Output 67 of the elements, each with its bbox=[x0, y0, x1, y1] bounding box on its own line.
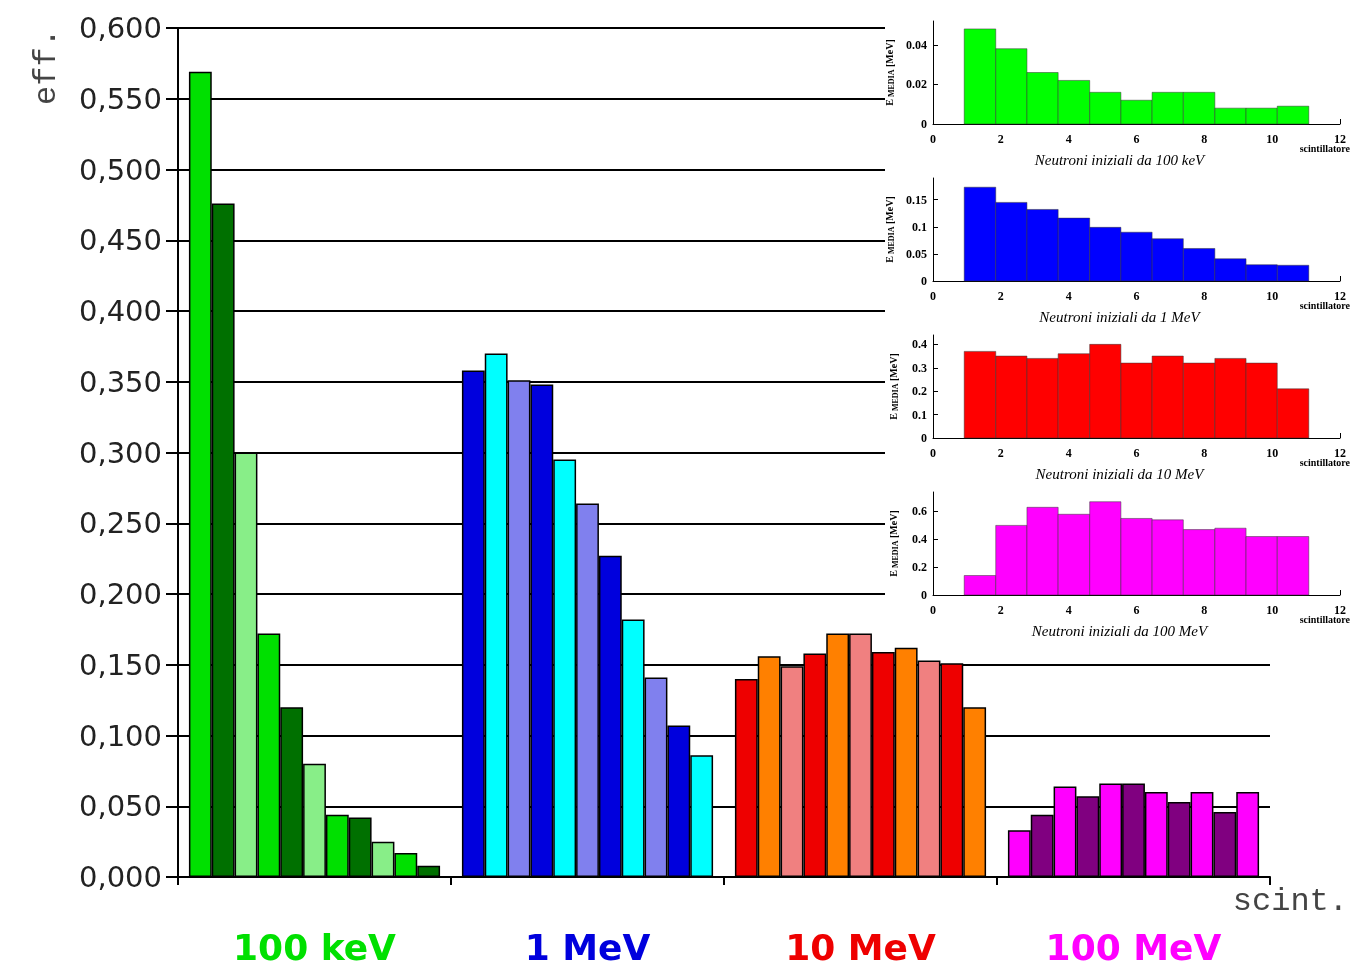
y-tick-label: 0 bbox=[921, 274, 927, 288]
x-tick-label: 4 bbox=[1065, 289, 1072, 303]
x-tick-label: 2 bbox=[997, 132, 1004, 146]
text: Neutroni iniziali da 1 MeV bbox=[1038, 308, 1202, 325]
y-tick-label: 0,500 bbox=[78, 152, 162, 187]
y-tick-label: 0,100 bbox=[78, 718, 162, 753]
x-tick-label: 2 bbox=[997, 446, 1004, 460]
x-tick-label: 10 bbox=[1266, 289, 1279, 303]
y-tick-label: 0,250 bbox=[78, 506, 162, 541]
y-tick-label: 0.4 bbox=[912, 532, 927, 547]
x-axis-title: scint. bbox=[1232, 882, 1348, 920]
y-tick-label: 0.2 bbox=[912, 560, 927, 575]
y-tick-label: 0,550 bbox=[78, 81, 162, 116]
y-tick-label: 0,200 bbox=[78, 577, 162, 611]
y-tick-label: 0.05 bbox=[906, 246, 927, 261]
x-tick-label: 100 MeV bbox=[1045, 926, 1222, 968]
x-tick-label: 6 bbox=[1133, 289, 1140, 303]
y-tick-label: 0,000 bbox=[78, 860, 162, 894]
x-tick-label: 0 bbox=[930, 132, 936, 146]
y-tick-label: 0,350 bbox=[78, 364, 162, 399]
y-tick-label: 0,400 bbox=[78, 294, 162, 328]
y-tick-label: 0,450 bbox=[78, 223, 162, 258]
x-tick-label: 10 bbox=[1266, 446, 1279, 460]
x-tick-label: 8 bbox=[1201, 132, 1208, 146]
y-axis-title: eff. bbox=[27, 28, 65, 105]
y-tick-label: 0.1 bbox=[912, 219, 927, 234]
x-tick-label: 8 bbox=[1201, 446, 1208, 460]
x-tick-label: 0 bbox=[930, 603, 936, 617]
text: Neutroni iniziali da 100 keV bbox=[1033, 151, 1207, 168]
y-tick-label: 0.2 bbox=[912, 384, 927, 399]
y-axis-title: EMEDIA [MeV] bbox=[888, 510, 900, 577]
x-tick-label: 6 bbox=[1133, 132, 1140, 146]
y-tick-label: 0.04 bbox=[906, 37, 927, 52]
y-tick-label: 0,300 bbox=[78, 435, 162, 470]
y-tick-label: 0 bbox=[921, 117, 927, 131]
x-tick-label: 6 bbox=[1133, 603, 1140, 617]
y-axis-title: EMEDIA [MeV] bbox=[888, 353, 900, 420]
x-tick-label: 10 bbox=[1266, 603, 1279, 617]
y-tick-label: 0,600 bbox=[78, 11, 162, 45]
x-tick-label: 0 bbox=[930, 289, 936, 303]
y-tick-label: 0.4 bbox=[912, 337, 927, 352]
x-tick-label: 0 bbox=[930, 446, 936, 460]
y-axis-title: EMEDIA [MeV] bbox=[884, 196, 896, 263]
x-tick-label: 2 bbox=[997, 289, 1004, 303]
text: Neutroni iniziali da 100 MeV bbox=[1030, 622, 1209, 639]
x-tick-label: 100 keV bbox=[233, 926, 397, 968]
x-tick-label: 10 bbox=[1266, 132, 1279, 146]
x-tick-label: 1 MeV bbox=[524, 926, 651, 968]
x-tick-label: 2 bbox=[997, 603, 1004, 617]
x-tick-label: 10 MeV bbox=[785, 926, 936, 968]
x-tick-label: 8 bbox=[1201, 289, 1208, 303]
y-tick-label: 0 bbox=[921, 431, 927, 445]
x-tick-label: 4 bbox=[1065, 132, 1072, 146]
y-axis-title: EMEDIA [MeV] bbox=[884, 39, 896, 106]
y-tick-label: 0.02 bbox=[906, 77, 927, 92]
y-tick-label: 0.1 bbox=[912, 407, 927, 422]
y-tick-label: 0,050 bbox=[78, 789, 162, 824]
x-tick-label: 6 bbox=[1133, 446, 1140, 460]
y-tick-label: 0,150 bbox=[78, 647, 162, 682]
y-tick-label: 0 bbox=[921, 588, 927, 602]
y-tick-label: 0.6 bbox=[912, 504, 927, 519]
x-tick-label: 4 bbox=[1065, 446, 1072, 460]
y-tick-label: 0.3 bbox=[912, 360, 927, 375]
y-tick-label: 0.15 bbox=[906, 192, 927, 207]
x-tick-label: 4 bbox=[1065, 603, 1072, 617]
text: Neutroni iniziali da 10 MeV bbox=[1034, 465, 1206, 482]
x-tick-label: 8 bbox=[1201, 603, 1208, 617]
